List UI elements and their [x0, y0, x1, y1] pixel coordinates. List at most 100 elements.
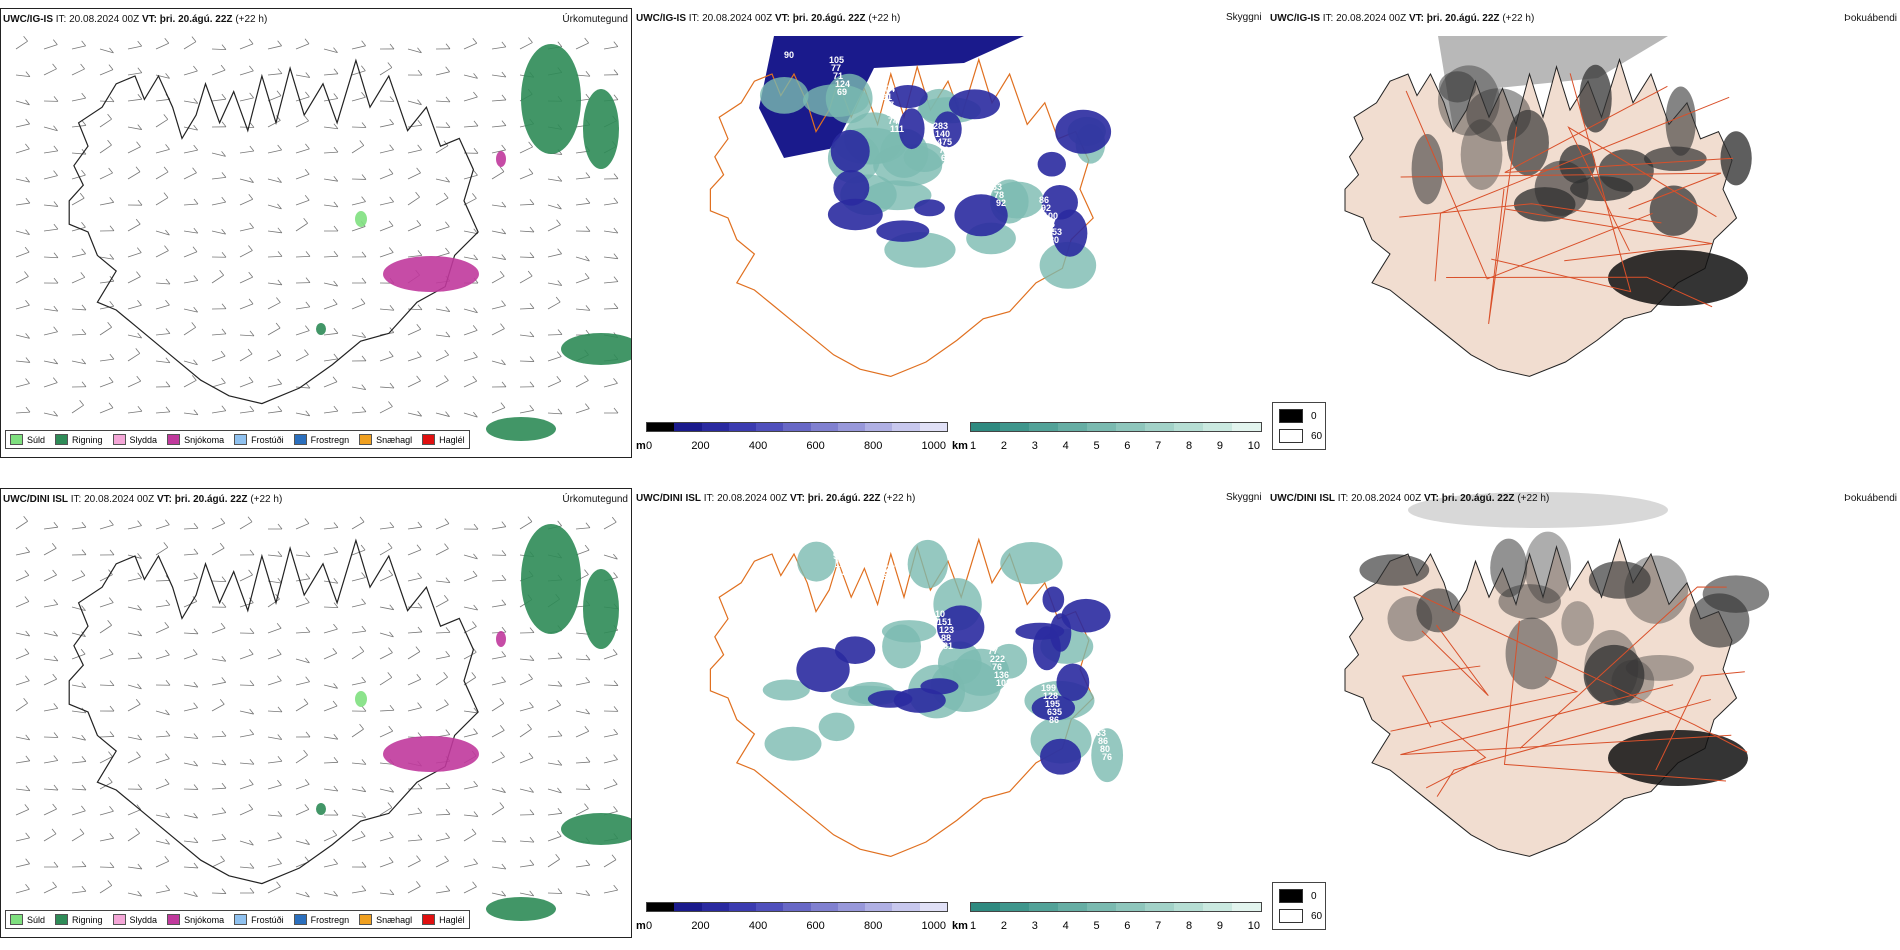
wind-barb [239, 762, 254, 765]
road-line [1400, 172, 1722, 210]
wind-barb [43, 204, 58, 207]
wind-barb [15, 702, 28, 712]
wind-barb [407, 224, 421, 232]
cloudbase-label: 283 [933, 121, 948, 131]
wind-barb [379, 225, 394, 232]
road-line [1400, 684, 1732, 756]
legend-swatch [55, 914, 69, 925]
wind-barb [211, 48, 227, 51]
legend-label: Haglél [439, 434, 465, 445]
wind-barb [295, 386, 310, 389]
wind-barb [155, 42, 169, 50]
cloudbase-label: 123 [939, 625, 954, 635]
wind-barb [127, 684, 142, 690]
wind-barb [463, 42, 477, 50]
wind-barb [575, 202, 590, 206]
wind-barb [463, 356, 478, 362]
wind-barb [491, 74, 506, 78]
wind-barb [351, 226, 366, 232]
wind-barb [71, 575, 86, 582]
wind-barb [267, 410, 282, 414]
cloudbase-label: 151 [937, 617, 952, 627]
wind-barb [127, 304, 142, 310]
wind-barb [435, 787, 451, 790]
wind-barb [15, 736, 30, 741]
wind-barb [295, 412, 310, 417]
cloudbase-label: 104 [1096, 248, 1111, 258]
wind-barb [155, 230, 170, 236]
iceland-outline [68, 538, 479, 885]
wind-barb [519, 360, 535, 362]
cloudbase-label: 704 [880, 84, 895, 94]
wind-barb [295, 631, 310, 634]
wind-barb [435, 145, 449, 154]
road-line [1567, 125, 1717, 252]
cloudbase-label: 641 [986, 158, 1001, 168]
wind-barb [435, 860, 449, 868]
wind-barb [547, 892, 563, 894]
cloudbase-label: 222 [990, 654, 1005, 664]
wind-barb [99, 885, 113, 894]
colorbar-tick: 0 [646, 920, 653, 932]
wind-barb [155, 580, 171, 582]
wind-barb [407, 651, 421, 660]
wind-barb [379, 526, 394, 530]
wind-barb [155, 411, 170, 414]
legend-swatch [1279, 889, 1303, 903]
wind-barb [211, 762, 226, 766]
wind-barb [463, 554, 478, 560]
wind-barb [351, 45, 366, 50]
fog-map [1344, 36, 1752, 377]
fog-area [1588, 561, 1651, 599]
wind-barb [71, 226, 86, 232]
legend-swatch [422, 434, 436, 445]
road-line [1491, 73, 1632, 293]
wind-barb [155, 282, 170, 285]
cloudbase-label: 142 [884, 580, 899, 590]
wind-barb [15, 632, 30, 637]
wind-barb [491, 99, 506, 102]
model-name: UWC/IG-IS [636, 13, 686, 24]
wind-barb [323, 303, 338, 310]
cloud-area [1061, 598, 1111, 633]
precip-legend: Súld Rigning Slydda Snjókoma Frostúði Frostre… [5, 910, 470, 929]
panel-title: UWC/IG-IS IT: 20.08.2024 00Z VT: þri. 20… [1270, 13, 1534, 24]
precip-legend: Súld Rigning Slydda Snjókoma Frostúði Frostre… [5, 430, 470, 449]
wind-barb [575, 892, 590, 896]
wind-barb [43, 308, 58, 312]
cloudbase-label: 126 [837, 567, 852, 577]
wind-barb [351, 814, 366, 818]
wind-barb [155, 758, 170, 764]
colorbar-tick: 10 [1247, 920, 1260, 932]
cloudbase-label: 90 [784, 50, 794, 60]
wind-barb [519, 840, 534, 843]
init-time: IT: 20.08.2024 00Z [1335, 493, 1424, 504]
wind-barb [99, 866, 115, 868]
wind-barb [15, 304, 30, 310]
wind-barb [99, 602, 114, 608]
road-line [1519, 586, 1727, 749]
colorbar-tick: 7 [1155, 920, 1162, 932]
wind-barb [323, 126, 338, 130]
wind-barb [519, 409, 534, 414]
wind-barb [127, 98, 142, 102]
wind-barb [575, 74, 590, 77]
wind-barb [351, 549, 366, 556]
colorbar-tick: 1000 [921, 920, 946, 932]
cloudbase-label: 71 [833, 71, 843, 81]
wind-barb [267, 710, 282, 713]
fog-area [1561, 601, 1594, 646]
wind-barb [99, 69, 114, 76]
wind-barb [183, 892, 198, 898]
wind-barb [99, 381, 114, 388]
cloudbase-label: 88 [941, 633, 951, 643]
wind-barb [155, 171, 169, 180]
fog-legend: 0 60 [1272, 882, 1326, 930]
road-line [1655, 671, 1745, 771]
legend-label: Frostregn [310, 914, 350, 925]
panel-label-visibility: Skyggni [1226, 492, 1262, 503]
cloudbase-label: 78 [994, 190, 1004, 200]
colorbar-tick: 5 [1093, 920, 1100, 932]
wind-barb [407, 678, 421, 686]
cloud-area [936, 605, 985, 650]
